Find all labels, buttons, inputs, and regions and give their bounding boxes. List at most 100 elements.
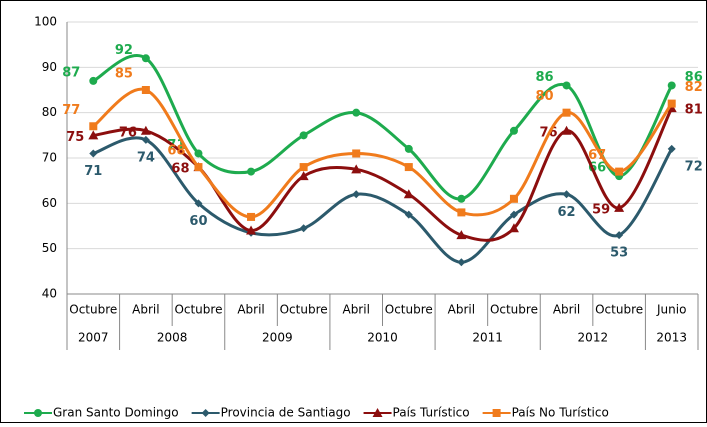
point [194, 149, 203, 158]
legend-label: País No Turístico [512, 406, 609, 420]
series-line [92, 87, 673, 219]
point [492, 409, 501, 417]
value-label: 86 [685, 70, 703, 85]
legend-label: Gran Santo Domingo [53, 406, 179, 420]
value-label: 59 [592, 202, 610, 217]
x-tick-label: Abril [237, 303, 264, 317]
point [457, 258, 466, 267]
point [141, 135, 150, 144]
x-group-label: 2011 [472, 331, 503, 345]
value-label: 68 [171, 162, 189, 177]
x-tick-label: Abril [342, 303, 369, 317]
point [89, 76, 98, 85]
y-tick-label: 100 [34, 15, 57, 29]
legend-label: País Turístico [393, 406, 470, 420]
y-tick-label: 80 [42, 105, 57, 119]
point [141, 86, 150, 94]
x-group-label: 2007 [78, 331, 109, 345]
value-label: 85 [115, 67, 133, 82]
y-tick-label: 60 [42, 196, 57, 210]
value-label: 82 [685, 80, 703, 95]
point [299, 131, 308, 140]
value-label: 74 [137, 150, 155, 165]
point [509, 194, 518, 203]
y-tick-label: 40 [42, 287, 57, 301]
x-tick-label: Octubre [280, 303, 328, 317]
x-tick-label: Octubre [385, 303, 433, 317]
x-group-label: 2013 [656, 331, 687, 345]
series-line [92, 136, 673, 264]
value-label: 60 [189, 214, 207, 229]
point [667, 99, 676, 108]
x-group-label: 2009 [262, 331, 293, 345]
point [141, 54, 150, 63]
x-tick-label: Octubre [174, 303, 222, 317]
value-label: 67 [588, 148, 606, 163]
point [299, 224, 308, 233]
point [298, 171, 309, 181]
x-group-label: 2012 [578, 331, 609, 345]
point [88, 130, 99, 140]
point [299, 163, 308, 172]
point [614, 202, 625, 212]
legend-label: Provincia de Santiago [221, 406, 351, 420]
point [562, 81, 571, 90]
x-tick-label: Octubre [490, 303, 538, 317]
value-label: 92 [115, 43, 133, 58]
point [404, 163, 413, 172]
point [352, 149, 361, 158]
x-group-label: 2010 [367, 331, 398, 345]
point [457, 194, 466, 203]
point [404, 210, 413, 219]
point [194, 199, 203, 208]
point [403, 189, 414, 199]
point [509, 126, 518, 135]
point [194, 163, 203, 172]
y-tick-label: 70 [42, 151, 57, 165]
point [667, 144, 676, 153]
point [140, 125, 151, 135]
point [615, 231, 624, 240]
point [352, 190, 361, 199]
point [404, 144, 413, 153]
point [562, 190, 571, 199]
value-label: 86 [535, 70, 553, 85]
value-label: 80 [535, 89, 553, 104]
point [352, 108, 361, 117]
x-tick-label: Octubre [595, 303, 643, 317]
point [89, 149, 98, 158]
y-tick-label: 90 [42, 60, 57, 74]
point [456, 230, 467, 240]
y-tick-label: 50 [42, 241, 57, 255]
value-label: 53 [610, 246, 628, 261]
value-label: 81 [685, 103, 703, 118]
point [508, 223, 519, 233]
value-label: 72 [685, 159, 703, 174]
x-tick-label: Junio [656, 303, 686, 317]
value-label: 76 [119, 125, 137, 140]
point [509, 210, 518, 219]
value-label: 75 [66, 130, 84, 145]
x-tick-label: Abril [553, 303, 580, 317]
x-tick-label: Octubre [69, 303, 117, 317]
value-label: 77 [62, 103, 80, 118]
point [34, 409, 42, 417]
point [561, 125, 572, 135]
x-tick-label: Abril [448, 303, 475, 317]
point [247, 167, 256, 176]
point [667, 81, 676, 90]
x-group-label: 2008 [157, 331, 188, 345]
x-tick-label: Abril [132, 303, 159, 317]
point [89, 122, 98, 131]
point [562, 108, 571, 117]
value-label: 71 [84, 164, 102, 179]
value-label: 68 [167, 144, 185, 159]
point [201, 409, 210, 417]
point [457, 208, 466, 217]
point [246, 225, 257, 235]
point [372, 408, 383, 417]
value-label: 87 [62, 65, 80, 80]
value-label: 62 [557, 205, 575, 220]
point [247, 212, 256, 221]
